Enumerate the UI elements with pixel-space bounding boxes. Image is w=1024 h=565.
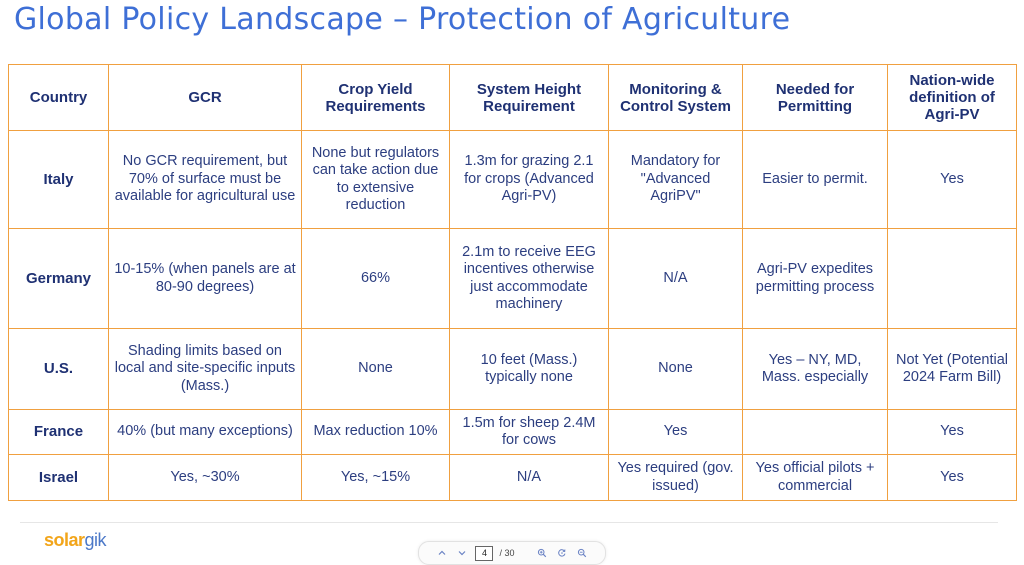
slide-title: Global Policy Landscape – Protection of … — [14, 2, 791, 37]
table-cell — [887, 228, 1017, 329]
table-row: U.S. Shading limits based on local and s… — [8, 328, 1017, 410]
chevron-up-icon[interactable] — [435, 546, 449, 560]
page-number-input[interactable] — [475, 545, 494, 561]
table-cell: 40% (but many exceptions) — [108, 409, 302, 455]
table-row: France 40% (but many exceptions) Max red… — [8, 409, 1017, 455]
column-header-permitting: Needed for Permitting — [742, 64, 888, 131]
column-header-agripv-definition: Nation-wide definition of Agri-PV — [887, 64, 1017, 131]
column-header-monitoring: Monitoring & Control System — [608, 64, 743, 131]
table-cell: Not Yet (Potential 2024 Farm Bill) — [887, 328, 1017, 410]
page-total-label: / 30 — [499, 548, 515, 558]
column-header-system-height: System Height Requirement — [449, 64, 609, 131]
table-row: Israel Yes, ~30% Yes, ~15% N/A Yes requi… — [8, 454, 1017, 501]
table-cell — [742, 409, 888, 455]
table-cell: N/A — [449, 454, 609, 501]
table-cell: Yes – NY, MD, Mass. especially — [742, 328, 888, 410]
column-header-country: Country — [8, 64, 109, 131]
chevron-down-icon[interactable] — [455, 546, 469, 560]
solargik-logo: solargik — [44, 530, 107, 551]
table-cell: None but regulators can take action due … — [301, 130, 450, 229]
column-header-gcr: GCR — [108, 64, 302, 131]
table-cell: Yes — [887, 454, 1017, 501]
table-header-row: Country GCR Crop Yield Requirements Syst… — [8, 64, 1017, 131]
logo-text-solar: solar — [44, 530, 85, 550]
table-cell: Max reduction 10% — [301, 409, 450, 455]
table-cell: 10 feet (Mass.) typically none — [449, 328, 609, 410]
table-cell: None — [301, 328, 450, 410]
table-cell: Yes required (gov. issued) — [608, 454, 743, 501]
table-cell: No GCR requirement, but 70% of surface m… — [108, 130, 302, 229]
table-cell: Yes official pilots + commercial — [742, 454, 888, 501]
column-header-crop-yield: Crop Yield Requirements — [301, 64, 450, 131]
logo-text-gik: gik — [84, 530, 107, 550]
table-row: Italy No GCR requirement, but 70% of sur… — [8, 130, 1017, 229]
policy-table: Country GCR Crop Yield Requirements Syst… — [8, 64, 1017, 501]
table-cell: Yes, ~30% — [108, 454, 302, 501]
table-cell: 66% — [301, 228, 450, 329]
zoom-in-icon[interactable] — [535, 546, 549, 560]
table-cell: Yes, ~15% — [301, 454, 450, 501]
table-cell: 10-15% (when panels are at 80-90 degrees… — [108, 228, 302, 329]
country-cell: Israel — [8, 454, 109, 501]
country-cell: Germany — [8, 228, 109, 329]
reset-zoom-icon[interactable] — [555, 546, 569, 560]
viewer-toolbar: / 30 — [418, 541, 606, 565]
country-cell: France — [8, 409, 109, 455]
table-cell: 1.5m for sheep 2.4M for cows — [449, 409, 609, 455]
table-cell: 1.3m for grazing 2.1 for crops (Advanced… — [449, 130, 609, 229]
table-cell: Yes — [608, 409, 743, 455]
table-cell: Agri-PV expedites permitting process — [742, 228, 888, 329]
country-cell: U.S. — [8, 328, 109, 410]
zoom-out-icon[interactable] — [575, 546, 589, 560]
footer-divider — [20, 522, 998, 523]
table-cell: Easier to permit. — [742, 130, 888, 229]
table-cell: 2.1m to receive EEG incentives otherwise… — [449, 228, 609, 329]
table-cell: None — [608, 328, 743, 410]
country-cell: Italy — [8, 130, 109, 229]
table-cell: Shading limits based on local and site-s… — [108, 328, 302, 410]
table-row: Germany 10-15% (when panels are at 80-90… — [8, 228, 1017, 329]
table-cell: N/A — [608, 228, 743, 329]
table-cell: Yes — [887, 409, 1017, 455]
table-cell: Yes — [887, 130, 1017, 229]
table-cell: Mandatory for "Advanced AgriPV" — [608, 130, 743, 229]
